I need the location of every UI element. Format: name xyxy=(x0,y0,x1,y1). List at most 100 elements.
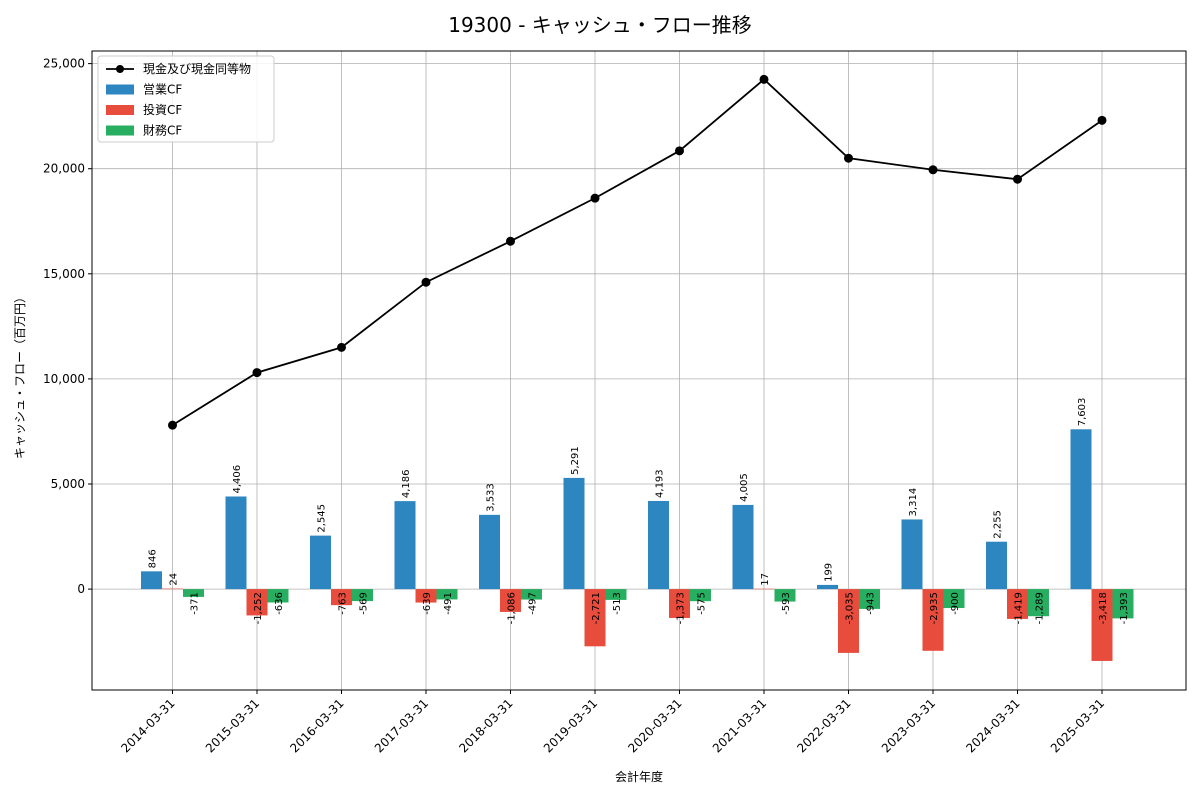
y-tick-label: 10,000 xyxy=(43,372,85,386)
bar-value-label: 17 xyxy=(760,573,771,586)
y-axis-ticks: 0 5,000 10,000 15,000 20,000 25,000 xyxy=(43,57,92,596)
bar-投資CF xyxy=(584,589,606,647)
bar-value-label: 7,603 xyxy=(1077,398,1088,427)
bar-value-label: -900 xyxy=(950,592,961,615)
y-tick-label: 20,000 xyxy=(43,162,85,176)
bar-value-label: -1,289 xyxy=(1035,592,1046,624)
bar-財務CF xyxy=(774,589,796,602)
bar-投資CF xyxy=(838,589,859,653)
bar-営業CF xyxy=(479,514,500,590)
bar-value-label: 4,193 xyxy=(655,469,666,498)
bar-value-label: -371 xyxy=(190,592,201,615)
bar-value-label: 3,533 xyxy=(486,483,497,512)
x-tick-label: 2018-03-31 xyxy=(456,696,515,755)
chart-title: 19300 - キャッシュ・フロー推移 xyxy=(448,13,752,37)
cash-point xyxy=(928,165,938,175)
cash-point xyxy=(252,368,262,378)
bar-財務CF xyxy=(1112,589,1134,619)
bar-投資CF xyxy=(922,589,944,651)
bar-value-label: 199 xyxy=(824,563,835,582)
bar-value-label: -1,419 xyxy=(1014,592,1025,624)
bar-value-label: -943 xyxy=(866,592,877,615)
x-tick-label: 2019-03-31 xyxy=(541,696,600,755)
legend-label: 営業CF xyxy=(143,83,182,97)
bar-value-label: -569 xyxy=(359,592,370,615)
y-tick-label: 5,000 xyxy=(51,477,85,491)
legend-label: 現金及び現金同等物 xyxy=(143,61,251,76)
bar-投資CF xyxy=(162,588,183,590)
bar-財務CF xyxy=(1028,589,1049,617)
legend-swatch-marker xyxy=(116,65,124,73)
bar-value-label: -1,252 xyxy=(253,592,264,624)
bar-財務CF xyxy=(352,589,373,602)
x-axis-label: 会計年度 xyxy=(615,769,663,784)
cash-point xyxy=(590,193,600,203)
bar-投資CF xyxy=(753,588,775,590)
bar-value-labels: 846 4,406 2,545 4,186 3,533 5,291 4,193 4,005 19… xyxy=(148,398,1131,625)
bar-value-label: -491 xyxy=(443,592,454,615)
bar-営業CF xyxy=(732,504,754,590)
legend-box xyxy=(97,55,275,143)
x-axis-ticks: 2014-03-31 2015-03-31 2016-03-31 2017-03-31… xyxy=(118,690,1107,755)
legend-swatch-bar xyxy=(106,125,134,136)
grid-lines xyxy=(92,51,1186,690)
legend-swatch-bar xyxy=(106,105,134,115)
legend-label: 財務CF xyxy=(143,123,182,138)
bar-投資CF xyxy=(1091,589,1113,661)
bar-営業CF xyxy=(225,496,247,590)
bar-財務CF xyxy=(521,589,542,600)
x-tick-label: 2023-03-31 xyxy=(879,696,938,755)
plot-frame xyxy=(91,50,1187,691)
bar-value-label: 24 xyxy=(169,573,180,586)
bar-value-label: -3,418 xyxy=(1098,592,1109,624)
cash-point xyxy=(1097,115,1107,125)
bar-value-label: -1,086 xyxy=(507,592,518,624)
bar-投資CF xyxy=(415,589,437,603)
bar-series xyxy=(141,429,1134,661)
bar-営業CF xyxy=(986,541,1007,590)
cash-point xyxy=(421,277,431,287)
bar-value-label: -497 xyxy=(528,592,539,615)
cash-line xyxy=(172,78,1103,426)
bar-value-label: -2,721 xyxy=(591,592,602,624)
bar-財務CF xyxy=(267,589,289,603)
bar-投資CF xyxy=(1007,589,1028,619)
bar-財務CF xyxy=(690,589,711,602)
cash-point xyxy=(1013,174,1022,184)
y-tick-label: 15,000 xyxy=(43,267,85,281)
bar-財務CF xyxy=(943,589,965,609)
cash-line-series xyxy=(168,74,1107,430)
bar-営業CF xyxy=(394,501,416,590)
bar-営業CF xyxy=(141,571,162,590)
y-tick-label: 0 xyxy=(77,582,85,596)
bar-value-label: 846 xyxy=(148,549,159,568)
cash-point xyxy=(675,146,684,156)
cash-point xyxy=(506,236,515,246)
y-tick-label: 25,000 xyxy=(43,57,85,71)
bar-営業CF xyxy=(310,535,331,590)
cash-point xyxy=(168,420,177,430)
x-tick-label: 2022-03-31 xyxy=(794,696,853,755)
bar-営業CF xyxy=(901,519,923,590)
bar-value-label: -2,935 xyxy=(929,592,940,624)
bar-value-label: 5,291 xyxy=(570,446,581,475)
bar-value-label: -1,393 xyxy=(1119,592,1130,624)
bar-value-label: 2,545 xyxy=(317,504,328,533)
x-tick-label: 2016-03-31 xyxy=(287,696,346,755)
cash-point xyxy=(337,342,346,352)
bar-value-label: 4,186 xyxy=(401,469,412,498)
bar-財務CF xyxy=(183,589,204,597)
bar-営業CF xyxy=(648,500,669,590)
bar-財務CF xyxy=(859,589,880,609)
x-tick-label: 2015-03-31 xyxy=(203,696,262,755)
bar-value-label: 3,314 xyxy=(908,488,919,517)
bar-value-label: 4,406 xyxy=(232,465,243,494)
bar-value-label: 4,005 xyxy=(739,473,750,502)
x-tick-label: 2024-03-31 xyxy=(963,696,1022,755)
bar-value-label: -575 xyxy=(697,592,708,615)
bar-投資CF xyxy=(669,589,690,618)
x-tick-label: 2017-03-31 xyxy=(372,696,431,755)
bar-value-label: -763 xyxy=(338,592,349,615)
bar-投資CF xyxy=(331,589,352,606)
